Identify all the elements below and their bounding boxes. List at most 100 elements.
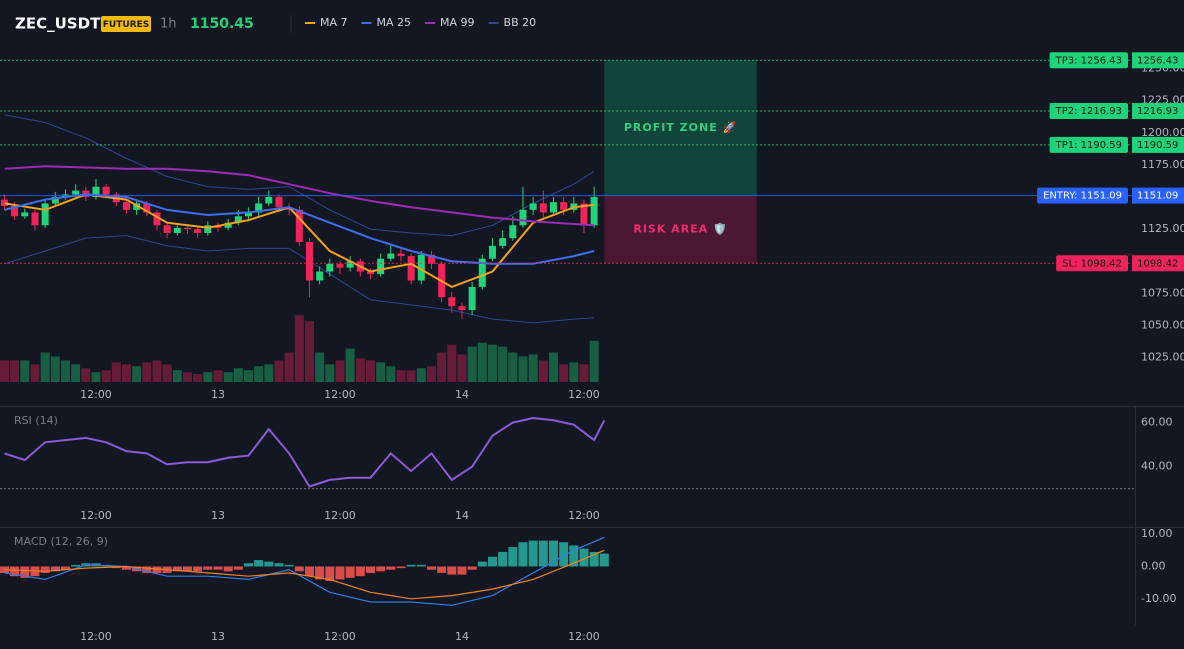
badge-bg bbox=[101, 16, 151, 32]
candle-body bbox=[295, 209, 303, 242]
macd-bar bbox=[487, 556, 497, 567]
volume-bar bbox=[243, 370, 253, 382]
volume-bar bbox=[355, 358, 365, 382]
volume-bar bbox=[111, 362, 121, 382]
volume-bar bbox=[233, 368, 243, 382]
volume-bar bbox=[518, 356, 528, 382]
volume-bar bbox=[335, 360, 345, 382]
macd-bar bbox=[243, 563, 253, 567]
candle-body bbox=[417, 254, 425, 281]
candle-body bbox=[102, 186, 110, 195]
candle-body bbox=[336, 263, 344, 268]
candle-body bbox=[407, 256, 415, 281]
candle-body bbox=[377, 258, 385, 275]
candle-body bbox=[346, 261, 354, 268]
x-tick-label: 13 bbox=[211, 509, 225, 522]
macd-bar bbox=[548, 540, 558, 567]
volume-bar bbox=[132, 366, 142, 382]
volume-bar bbox=[467, 346, 477, 382]
volume-bar bbox=[60, 360, 70, 382]
y-tick-label: 60.00 bbox=[1141, 415, 1173, 428]
macd-bar bbox=[50, 566, 60, 572]
volume-bar bbox=[182, 372, 192, 382]
candle-body bbox=[468, 286, 476, 311]
macd-bar bbox=[182, 566, 192, 572]
legend-label: MA 99 bbox=[440, 16, 475, 29]
candle-body bbox=[92, 186, 100, 198]
macd-bar bbox=[498, 551, 508, 567]
volume-bar bbox=[528, 354, 538, 382]
y-tick-label: 1025.00 bbox=[1141, 351, 1184, 364]
candle-body bbox=[448, 297, 456, 307]
volume-bar bbox=[213, 370, 223, 382]
volume-bar bbox=[477, 342, 487, 382]
volume-bar bbox=[81, 368, 91, 382]
macd-bar bbox=[386, 566, 396, 570]
level-label-bg bbox=[1056, 255, 1128, 272]
x-tick-label: 12:00 bbox=[324, 388, 356, 401]
candle-body bbox=[51, 197, 59, 204]
level-value-bg bbox=[1132, 136, 1184, 153]
volume-bar bbox=[203, 372, 213, 382]
candle-body bbox=[173, 227, 181, 233]
level-value: 1098.42 bbox=[1137, 258, 1178, 269]
volume-bar bbox=[396, 370, 406, 382]
volume-bar bbox=[223, 372, 233, 382]
volume-bar bbox=[172, 370, 182, 382]
zone bbox=[604, 60, 757, 196]
y-tick-label: 40.00 bbox=[1141, 460, 1173, 473]
candle-body bbox=[224, 222, 232, 228]
macd-bar bbox=[121, 566, 131, 570]
macd-bar bbox=[10, 566, 20, 577]
y-tick-label: 1075.00 bbox=[1141, 286, 1184, 299]
pane-title: MACD (12, 26, 9) bbox=[14, 535, 108, 548]
level-value: 1216.93 bbox=[1137, 106, 1178, 117]
level-value-bg bbox=[1132, 255, 1184, 272]
interval: 1h bbox=[160, 17, 177, 32]
volume-bar bbox=[386, 366, 396, 382]
x-tick-label: 13 bbox=[211, 388, 225, 401]
volume-bar bbox=[376, 362, 386, 382]
volume-bar bbox=[304, 321, 314, 382]
macd-bar bbox=[60, 566, 70, 570]
level-label: SL: 1098.42 bbox=[1062, 258, 1122, 269]
candle-body bbox=[499, 238, 507, 246]
volume-bar bbox=[416, 368, 426, 382]
volume-bar bbox=[498, 346, 508, 382]
volume-bar bbox=[71, 364, 81, 382]
macd-bar bbox=[304, 566, 314, 577]
macd-bar bbox=[518, 542, 528, 567]
volume-bar bbox=[345, 348, 355, 382]
x-tick-label: 13 bbox=[211, 630, 225, 643]
macd-bar bbox=[569, 545, 579, 567]
level-label: ENTRY: 1151.09 bbox=[1043, 191, 1122, 202]
candle-body bbox=[133, 203, 141, 210]
level-value: 1256.43 bbox=[1137, 55, 1178, 66]
macd-bar bbox=[457, 566, 467, 575]
zone bbox=[604, 195, 757, 264]
macd-bar bbox=[0, 566, 9, 573]
macd-line bbox=[4, 549, 605, 600]
macd-bar bbox=[254, 560, 264, 567]
volume-bar bbox=[579, 364, 589, 382]
volume-bar bbox=[294, 315, 304, 382]
candle-body bbox=[72, 190, 80, 195]
level-value-bg bbox=[1132, 187, 1184, 204]
candle-body bbox=[316, 271, 324, 281]
y-tick-label: 1175.00 bbox=[1141, 158, 1184, 171]
y-tick-label: 1125.00 bbox=[1141, 222, 1184, 235]
candle-body bbox=[326, 263, 334, 272]
macd-bar bbox=[599, 553, 609, 567]
candle-body bbox=[153, 212, 161, 226]
candle-body bbox=[265, 197, 273, 204]
macd-bar bbox=[284, 564, 294, 567]
level-value: 1151.09 bbox=[1137, 191, 1178, 202]
candle-body bbox=[0, 199, 8, 207]
macd-bar bbox=[355, 566, 365, 577]
candle-body bbox=[255, 203, 263, 213]
level-label-bg bbox=[1037, 187, 1128, 204]
level-label: TP1: 1190.59 bbox=[1055, 140, 1122, 151]
macd-bar bbox=[335, 566, 345, 580]
